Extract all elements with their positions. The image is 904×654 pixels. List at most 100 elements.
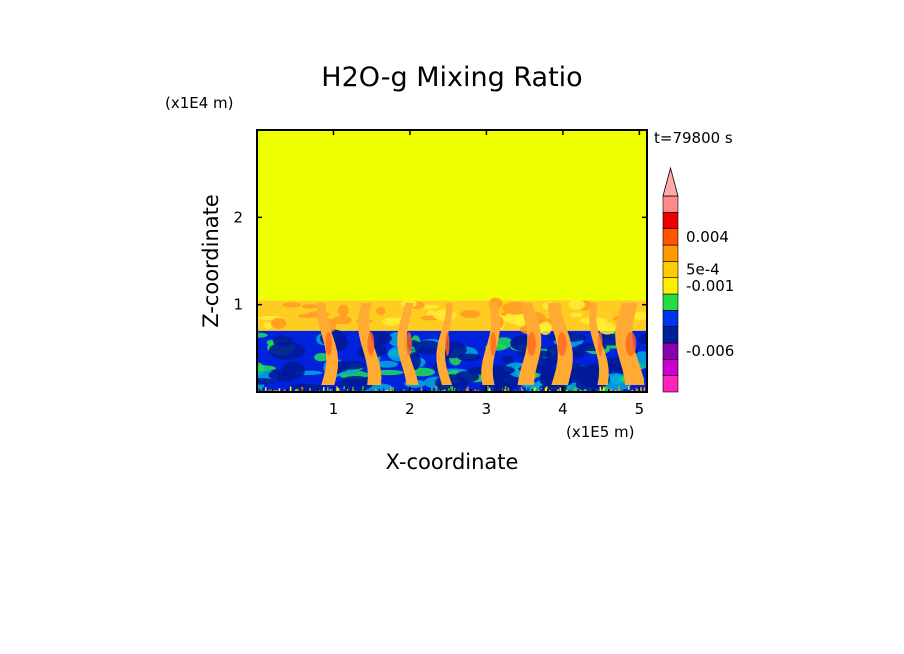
surface-noise — [375, 388, 377, 392]
surface-noise — [602, 386, 605, 392]
plot-frame — [256, 129, 648, 393]
colorbar-level — [662, 293, 679, 311]
plume-core — [527, 331, 536, 356]
plume-core — [406, 331, 412, 356]
plume-core — [598, 331, 603, 356]
x-tick-label: 2 — [405, 400, 415, 418]
surface-noise — [382, 388, 385, 392]
transition-patch — [282, 302, 301, 308]
surface-noise — [465, 388, 468, 392]
dry-patch — [338, 375, 373, 392]
transition-patch — [460, 310, 481, 319]
surface-noise — [327, 387, 329, 391]
surface-noise — [356, 389, 358, 392]
surface-noise — [341, 388, 344, 392]
surface-noise — [262, 389, 265, 392]
colorbar-level — [662, 359, 679, 376]
surface-noise — [443, 389, 446, 392]
surface-noise — [352, 386, 354, 392]
x-tick-label: 1 — [329, 400, 339, 418]
plume-core — [490, 331, 497, 356]
transition-patch — [570, 312, 583, 318]
colorbar-level — [662, 375, 679, 393]
surface-noise — [432, 388, 435, 392]
surface-noise — [290, 386, 293, 392]
surface-noise — [628, 386, 630, 390]
dry-patch — [268, 369, 297, 382]
dry-patch — [287, 383, 325, 391]
surface-noise — [410, 389, 413, 392]
surface-noise — [617, 388, 620, 392]
surface-noise — [331, 388, 334, 392]
colorbar-level — [662, 326, 679, 344]
chart-title: H2O-g Mixing Ratio — [321, 62, 582, 93]
x-tick-label: 5 — [635, 400, 645, 418]
surface-noise — [635, 388, 638, 392]
moisture-patch — [374, 369, 404, 376]
surface-noise — [504, 389, 506, 392]
surface-noise — [573, 387, 575, 392]
moisture-patch — [314, 353, 329, 362]
surface-noise — [451, 386, 454, 392]
y-axis-label: Z-coordinate — [199, 194, 223, 328]
x-tick-label: 3 — [482, 400, 492, 418]
surface-noise — [559, 387, 562, 392]
dry-patch — [268, 341, 306, 360]
surface-noise — [395, 388, 397, 392]
surface-noise — [322, 387, 325, 392]
plume-core — [557, 331, 567, 356]
surface-noise — [585, 389, 588, 392]
transition-patch — [538, 321, 552, 335]
surface-noise — [336, 386, 338, 392]
surface-noise — [407, 387, 409, 392]
colorbar-level — [662, 310, 679, 327]
surface-noise — [288, 386, 291, 390]
colorbar-level — [662, 244, 679, 262]
surface-noise — [640, 387, 642, 392]
moisture-patch — [257, 332, 268, 338]
colorbar-extend-arrow — [662, 166, 679, 197]
transition-patch — [337, 304, 349, 317]
surface-noise — [278, 388, 281, 392]
time-label: t=79800 s — [654, 129, 733, 147]
surface-noise — [435, 387, 438, 392]
surface-noise — [643, 387, 646, 392]
surface-noise — [575, 388, 577, 392]
colorbar-level — [662, 228, 679, 246]
surface-noise — [386, 389, 388, 392]
plume-core — [325, 331, 333, 356]
surface-noise — [268, 389, 270, 392]
colorbar-level — [662, 195, 679, 213]
region-upper-layer — [257, 130, 647, 301]
transition-patch — [432, 309, 457, 321]
colorbar-level — [662, 277, 679, 295]
moisture-patch — [257, 365, 277, 372]
colorbar-level — [662, 212, 679, 229]
surface-noise — [402, 389, 405, 392]
x-axis: 1 2 3 4 5 — [271, 130, 645, 418]
surface-noise — [595, 389, 598, 392]
surface-noise — [544, 387, 547, 392]
y-scale-label: (x1E4 m) — [165, 94, 234, 112]
plume-core — [367, 331, 375, 356]
surface-noise — [260, 387, 263, 391]
transition-patch — [270, 317, 287, 329]
surface-noise — [519, 387, 521, 392]
transition-patch — [633, 311, 647, 321]
transition-patch — [376, 307, 386, 315]
plume — [397, 302, 419, 386]
colorbar-label: -0.001 — [686, 277, 734, 295]
y-axis: 12 — [233, 208, 647, 314]
surface-noise — [545, 386, 548, 392]
surface-noise — [527, 387, 529, 392]
surface-noise — [549, 389, 551, 392]
colorbar: 0.004 5e-4-0.001 -0.006 — [662, 166, 734, 393]
x-axis-label: X-coordinate — [386, 450, 519, 474]
x-scale-label: (x1E5 m) — [566, 423, 635, 441]
surface-noise — [557, 389, 559, 392]
surface-noise — [454, 387, 456, 392]
y-tick-label: 2 — [233, 208, 243, 226]
surface-noise — [584, 389, 587, 392]
dry-patch — [638, 333, 647, 345]
surface-noise — [360, 389, 362, 392]
